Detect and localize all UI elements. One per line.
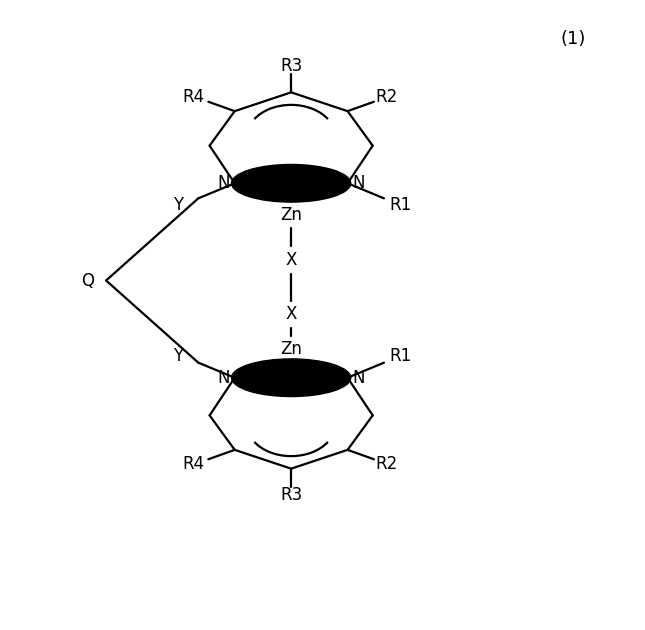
Text: R3: R3 xyxy=(280,57,303,75)
Ellipse shape xyxy=(232,359,351,396)
Text: N: N xyxy=(217,175,230,192)
Text: (1): (1) xyxy=(561,30,586,48)
Text: R3: R3 xyxy=(280,486,303,504)
Text: N: N xyxy=(353,175,365,192)
Text: Q: Q xyxy=(81,272,94,290)
Text: Zn: Zn xyxy=(280,340,302,358)
Text: X: X xyxy=(286,251,297,269)
Text: Y: Y xyxy=(173,196,183,214)
Text: R2: R2 xyxy=(375,88,397,106)
Text: R4: R4 xyxy=(183,88,205,106)
Text: Zn: Zn xyxy=(280,205,302,224)
Text: Y: Y xyxy=(173,346,183,365)
Text: X: X xyxy=(286,305,297,323)
Ellipse shape xyxy=(232,164,351,202)
Text: R1: R1 xyxy=(390,346,412,365)
Text: R1: R1 xyxy=(390,196,412,214)
Text: N: N xyxy=(217,369,230,387)
Text: N: N xyxy=(353,369,365,387)
Text: R2: R2 xyxy=(375,455,397,472)
Text: R4: R4 xyxy=(183,455,205,472)
